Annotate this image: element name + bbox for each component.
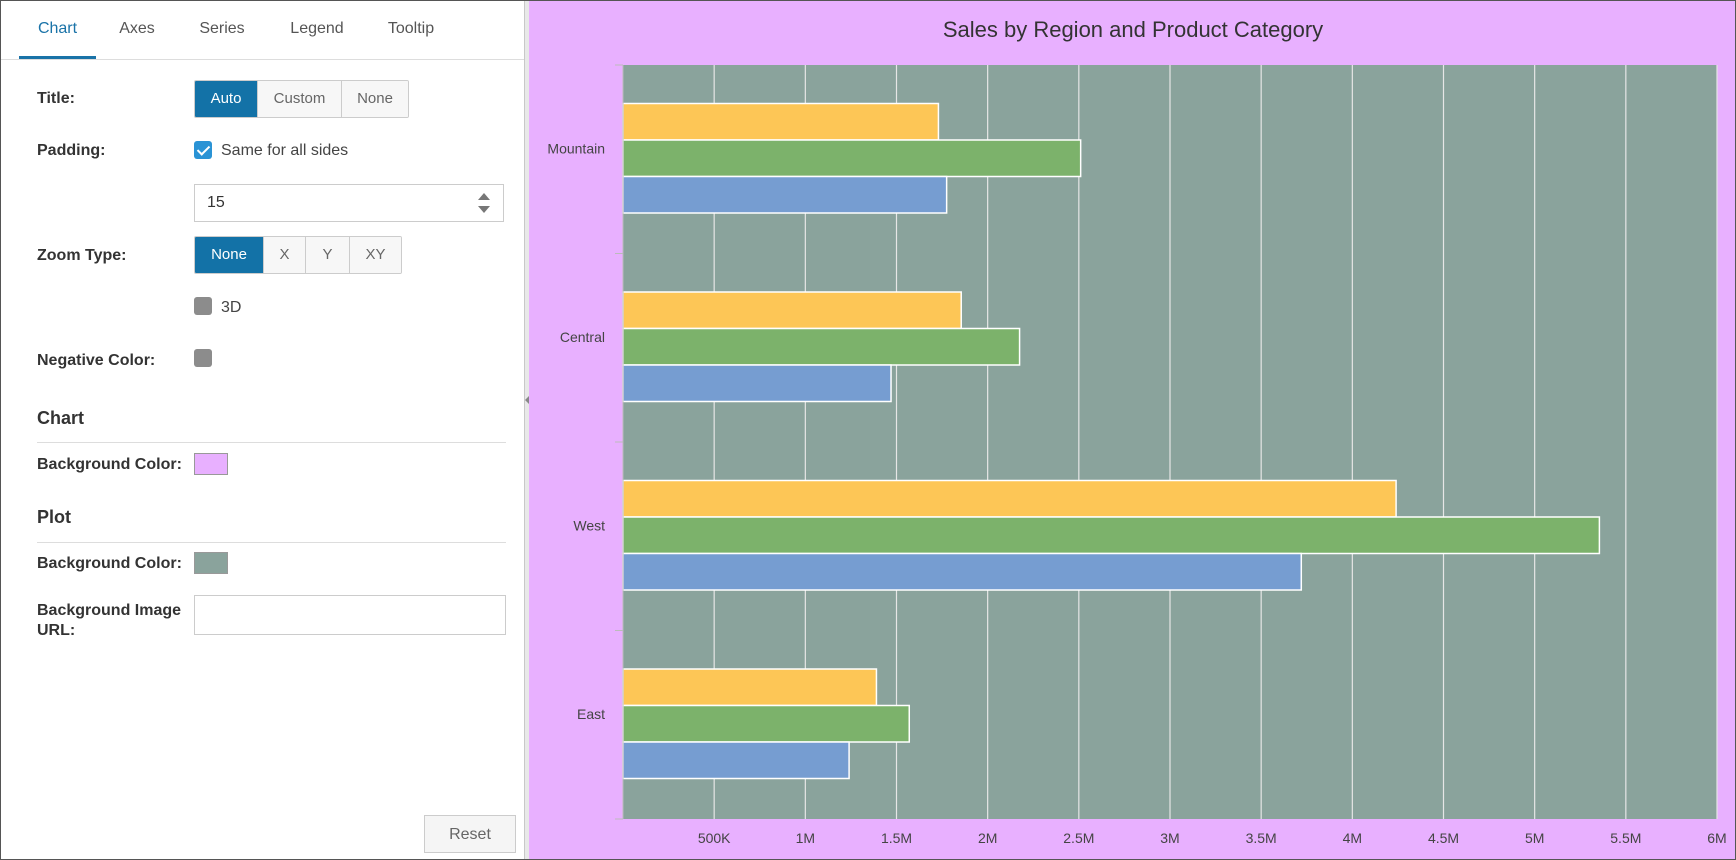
x-tick-label: 2.5M xyxy=(1063,830,1094,846)
tab-axes[interactable]: Axes xyxy=(119,20,155,37)
title-custom-button[interactable]: Custom xyxy=(258,81,342,117)
plot-section-heading: Plot xyxy=(37,507,71,527)
x-tick-label: 4M xyxy=(1343,830,1362,846)
plot-section-divider xyxy=(37,542,506,543)
x-tick-label: 2M xyxy=(978,830,997,846)
plot-bg-color-label: Background Color: xyxy=(37,555,182,572)
title-mode-group: Auto Custom None xyxy=(194,80,409,118)
x-tick-label: 3M xyxy=(1160,830,1179,846)
x-tick-label: 500K xyxy=(698,830,731,846)
zoom-x-button[interactable]: X xyxy=(264,237,306,273)
tab-legend[interactable]: Legend xyxy=(290,20,344,37)
title-none-button[interactable]: None xyxy=(342,81,408,117)
bar[interactable] xyxy=(622,175,948,214)
negative-color-label: Negative Color: xyxy=(37,352,156,369)
settings-panel: Chart Axes Series Legend Tooltip Title: … xyxy=(1,1,524,859)
spin-up-icon[interactable] xyxy=(478,193,490,200)
x-tick-label: 1M xyxy=(796,830,815,846)
zoom-type-label: Zoom Type: xyxy=(37,247,127,264)
y-category-label: Mountain xyxy=(547,140,605,156)
bar[interactable] xyxy=(622,364,892,403)
plot-bg-image-label: Background Image URL: xyxy=(37,602,182,639)
zoom-type-group: None X Y XY xyxy=(194,236,402,274)
3d-label: 3D xyxy=(221,299,242,316)
tab-tooltip[interactable]: Tooltip xyxy=(387,20,435,37)
bar[interactable] xyxy=(622,552,1303,591)
zoom-none-button[interactable]: None xyxy=(195,237,264,273)
chart-bg-color-swatch[interactable] xyxy=(194,453,228,475)
spin-down-icon[interactable] xyxy=(478,206,490,213)
padding-input[interactable]: 15 xyxy=(194,184,504,222)
bar[interactable] xyxy=(622,327,1021,366)
title-label: Title: xyxy=(37,90,75,107)
reset-button[interactable]: Reset xyxy=(424,815,516,853)
bar[interactable] xyxy=(622,704,911,743)
tab-bar: Chart Axes Series Legend Tooltip xyxy=(1,1,524,60)
padding-label: Padding: xyxy=(37,142,106,159)
chart-area: Sales by Region and Product Category Mou… xyxy=(529,1,1735,859)
tab-chart[interactable]: Chart xyxy=(19,1,96,59)
x-tick-label: 4.5M xyxy=(1428,830,1459,846)
same-for-all-sides-label: Same for all sides xyxy=(221,142,349,159)
padding-value: 15 xyxy=(207,194,225,211)
zoom-xy-button[interactable]: XY xyxy=(350,237,401,273)
y-category-label: Central xyxy=(560,329,605,345)
y-category-label: East xyxy=(577,706,605,722)
x-tick-label: 3.5M xyxy=(1246,830,1277,846)
zoom-y-button[interactable]: Y xyxy=(306,237,350,273)
x-tick-label: 5M xyxy=(1525,830,1544,846)
bar-chart: Sales by Region and Product Category Mou… xyxy=(529,1,1735,859)
bar[interactable] xyxy=(622,291,962,330)
x-tick-label: 6M xyxy=(1707,830,1726,846)
panel-splitter[interactable] xyxy=(524,1,530,859)
same-for-all-sides-checkbox[interactable] xyxy=(194,141,212,159)
bar[interactable] xyxy=(622,516,1601,555)
title-auto-button[interactable]: Auto xyxy=(195,81,258,117)
chart-title: Sales by Region and Product Category xyxy=(943,17,1323,42)
bar[interactable] xyxy=(622,741,850,780)
chart-section-divider xyxy=(37,442,506,443)
bar[interactable] xyxy=(622,102,940,141)
x-tick-label: 1.5M xyxy=(881,830,912,846)
tab-series[interactable]: Series xyxy=(199,20,245,37)
chart-section-heading: Chart xyxy=(37,408,85,428)
3d-checkbox[interactable] xyxy=(194,297,212,315)
bar[interactable] xyxy=(622,668,878,707)
x-tick-label: 5.5M xyxy=(1610,830,1641,846)
plot-bg-color-swatch[interactable] xyxy=(194,552,228,574)
negative-color-swatch[interactable] xyxy=(194,349,212,367)
chart-bg-color-label: Background Color: xyxy=(37,456,182,473)
y-category-label: West xyxy=(573,517,605,533)
collapse-arrow-icon[interactable] xyxy=(525,394,531,406)
plot-bg-image-url-input[interactable] xyxy=(194,595,506,635)
bar[interactable] xyxy=(622,139,1082,178)
bar[interactable] xyxy=(622,479,1397,518)
